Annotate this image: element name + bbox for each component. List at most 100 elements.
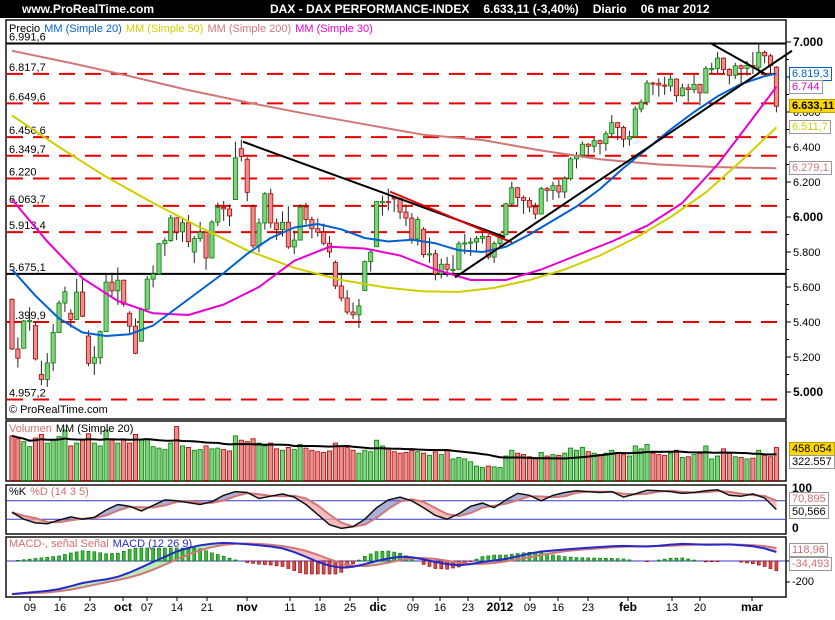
volume-bar [344, 446, 350, 481]
candle-body [385, 201, 391, 204]
site-link[interactable]: www.ProRealTime.com [22, 2, 155, 16]
volume-bar [573, 449, 579, 481]
price-value-box: 6.633,11 [789, 99, 835, 113]
macd-histogram-bar [251, 560, 255, 564]
macd-histogram-bar [104, 553, 108, 562]
volume-bar [285, 446, 291, 481]
macd-legend: MACD-, señal Señal MACD (12 26 9) [9, 538, 196, 550]
macd-histogram-bar [227, 557, 232, 562]
candle-body [673, 78, 679, 97]
volume-bar [468, 461, 474, 481]
stoch-legend-item: %K [9, 486, 27, 498]
candle-body [485, 236, 491, 258]
x-axis-label: 09 [24, 602, 36, 614]
panel-border [5, 536, 787, 598]
volume-bar [444, 449, 450, 481]
timeframe-label: Diario [592, 2, 627, 16]
volume-bar [491, 466, 497, 481]
volume-bar [538, 452, 544, 481]
x-axis-label: nov [236, 600, 258, 614]
volume-bar [726, 452, 732, 481]
macd-histogram-bar [374, 551, 379, 562]
volume-bar [391, 451, 397, 481]
macd-histogram-bar [110, 553, 114, 562]
candle-body [609, 122, 615, 135]
x-axis-label: 23 [84, 602, 96, 614]
candle-body [62, 291, 68, 304]
volume-bar [403, 452, 409, 481]
volume-bar [62, 429, 68, 481]
macd-histogram-bar [621, 558, 626, 562]
macd-histogram-bar [16, 560, 20, 562]
volume-bar [74, 442, 80, 481]
volume-bar [526, 456, 532, 481]
volume-bar [568, 447, 574, 481]
price-level-label: 6.991,6 [9, 31, 46, 43]
price-level-label: 6.063,7 [9, 194, 46, 206]
macd-line [11, 541, 777, 596]
macd-histogram-bar [674, 557, 679, 562]
macd-histogram-bar [92, 551, 97, 562]
volume-bar [238, 439, 244, 481]
macd-histogram-bar [127, 549, 132, 562]
candle-body [150, 273, 156, 280]
price-level-label: 6.220 [9, 167, 37, 179]
candle-body [33, 325, 39, 360]
candle-body [773, 66, 779, 107]
candle-body [444, 263, 450, 270]
candle-body [738, 65, 744, 69]
trendline [709, 42, 767, 76]
macd-histogram-bar [768, 560, 773, 569]
macd-histogram-bar [221, 555, 226, 562]
macd-histogram-bar [362, 556, 367, 562]
stoch-fill [223, 491, 236, 501]
candle-body [203, 231, 209, 259]
candle-body [250, 206, 256, 247]
candle-body [256, 222, 262, 247]
price-axis-label: 7.000 [793, 35, 823, 49]
stoch-fill [364, 507, 377, 525]
candle-body [27, 320, 33, 323]
macd-histogram-bar [715, 560, 720, 562]
x-axis-label: oct [114, 600, 132, 614]
volume-bar [679, 457, 685, 481]
candle-body [656, 82, 662, 86]
candle-body [697, 83, 703, 94]
candle-body [432, 253, 438, 275]
candle-body [632, 108, 638, 138]
macd-histogram-bar [86, 550, 91, 562]
volume-bar [215, 447, 221, 481]
x-axis-label: 20 [694, 602, 706, 614]
candle-body [726, 69, 732, 76]
volume-bar [209, 448, 215, 481]
macd-histogram-bar [33, 558, 38, 562]
candle-body [9, 298, 15, 350]
candle-body [321, 231, 327, 244]
macd-histogram-bar [292, 560, 297, 571]
candle-body [562, 178, 568, 193]
volume-bar [703, 445, 709, 481]
volume-bar [332, 442, 338, 481]
macd-histogram-bar [368, 553, 373, 562]
candle-body [21, 320, 27, 349]
candle-body [532, 206, 538, 215]
volume-bar [432, 451, 438, 481]
candle-body [162, 240, 168, 245]
volume-bar [9, 435, 15, 481]
volume-bar [415, 451, 421, 481]
volume-bar [38, 434, 44, 481]
candle-body [97, 331, 103, 359]
volume-bar [515, 452, 521, 481]
volume-bar [691, 454, 697, 481]
macd-histogram-bar [157, 547, 161, 562]
candle-body [291, 239, 297, 248]
candle-body [415, 219, 421, 240]
macd-histogram-bar [180, 547, 185, 562]
volume-bar [579, 446, 585, 481]
macd-histogram-bar [192, 547, 197, 562]
price-legend-item: MM (Simple 30) [295, 23, 373, 35]
candle-body [221, 206, 227, 210]
candle-body [174, 217, 180, 233]
